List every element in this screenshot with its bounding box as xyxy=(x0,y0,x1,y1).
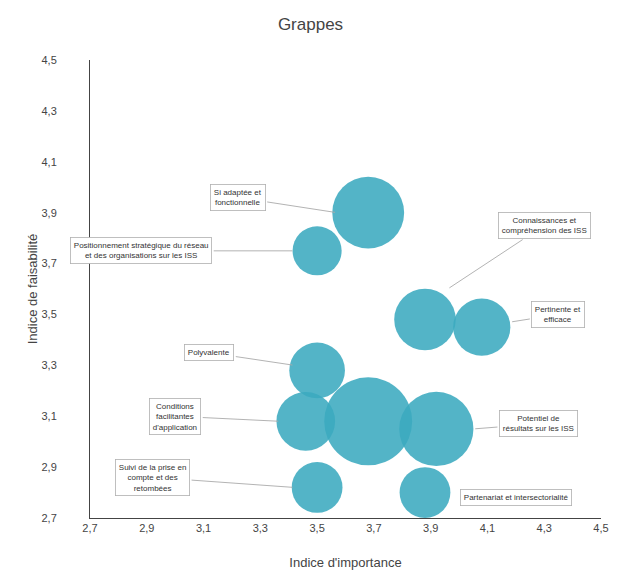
svg-text:Suivi de la prise encompte et: Suivi de la prise encompte et desretombé… xyxy=(119,463,187,493)
svg-text:4,3: 4,3 xyxy=(537,522,552,534)
svg-text:3,9: 3,9 xyxy=(423,522,438,534)
svg-text:Conditionsfacilitantesd'applic: Conditionsfacilitantesd'application xyxy=(153,402,197,432)
svg-text:2,9: 2,9 xyxy=(139,522,154,534)
svg-text:4,5: 4,5 xyxy=(42,54,57,66)
svg-text:Indice d'importance: Indice d'importance xyxy=(289,555,401,570)
svg-text:4,3: 4,3 xyxy=(42,105,57,117)
svg-text:3,3: 3,3 xyxy=(253,522,268,534)
svg-text:2,7: 2,7 xyxy=(82,522,97,534)
svg-text:Connaissances etcompréhension: Connaissances etcompréhension des ISS xyxy=(502,216,587,235)
svg-text:3,1: 3,1 xyxy=(196,522,211,534)
svg-text:3,5: 3,5 xyxy=(309,522,324,534)
svg-text:4,1: 4,1 xyxy=(480,522,495,534)
svg-text:3,9: 3,9 xyxy=(42,207,57,219)
svg-text:3,3: 3,3 xyxy=(42,359,57,371)
svg-text:3,7: 3,7 xyxy=(366,522,381,534)
svg-text:Potentiel derésultats sur les: Potentiel derésultats sur les ISS xyxy=(503,414,574,433)
svg-text:3,5: 3,5 xyxy=(42,308,57,320)
svg-text:Grappes: Grappes xyxy=(278,15,343,34)
svg-text:Pertinente etefficace: Pertinente etefficace xyxy=(535,305,581,324)
svg-text:Si adaptée etfonctionnelle: Si adaptée etfonctionnelle xyxy=(214,188,262,207)
svg-text:3,1: 3,1 xyxy=(42,410,57,422)
svg-text:4,5: 4,5 xyxy=(593,522,608,534)
svg-text:3,7: 3,7 xyxy=(42,257,57,269)
svg-text:4,1: 4,1 xyxy=(42,156,57,168)
svg-text:Positionnement stratégique du: Positionnement stratégique du réseauet d… xyxy=(74,241,209,260)
svg-text:Partenariat et intersectoriali: Partenariat et intersectorialité xyxy=(464,493,569,502)
svg-text:Polyvalente: Polyvalente xyxy=(188,348,230,357)
svg-text:2,7: 2,7 xyxy=(42,512,57,524)
svg-text:Indice de faisabilité: Indice de faisabilité xyxy=(25,234,40,345)
svg-text:2,9: 2,9 xyxy=(42,461,57,473)
